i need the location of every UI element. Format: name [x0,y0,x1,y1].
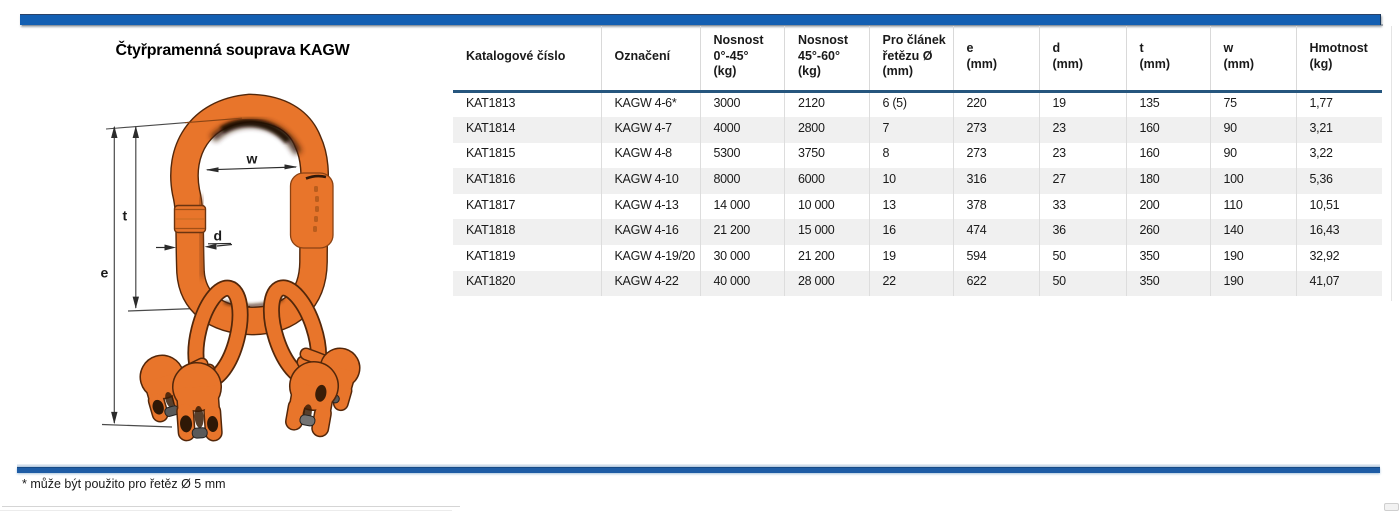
svg-text:w: w [246,151,258,167]
svg-text:t: t [123,208,128,224]
svg-text:e: e [101,265,109,281]
svg-text:d: d [214,228,223,244]
